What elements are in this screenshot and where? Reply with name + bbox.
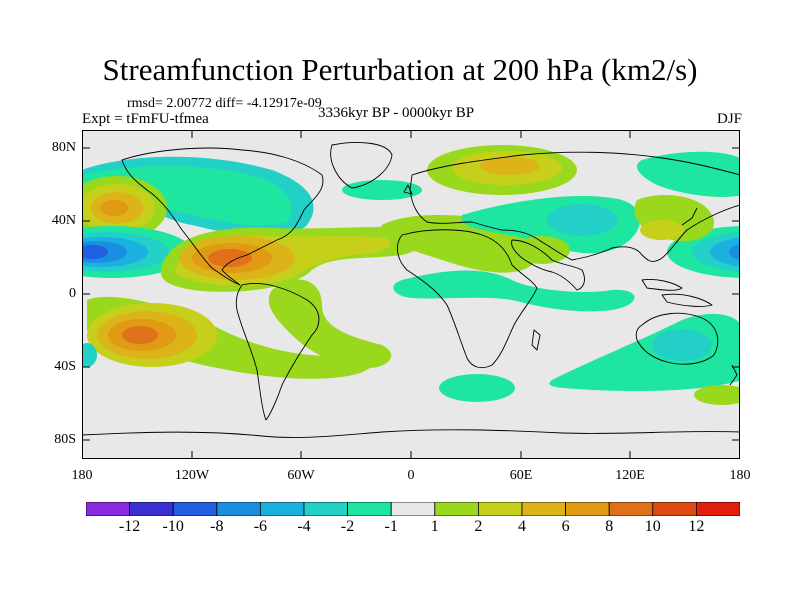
x-tick-label-120e: 120E xyxy=(615,468,645,483)
colorbar-label: -6 xyxy=(253,518,268,535)
colorbar-label: 2 xyxy=(474,518,483,535)
colorbar-swatch xyxy=(521,502,566,516)
axis-ticks xyxy=(82,130,740,459)
y-tick-label-80s: 80S xyxy=(54,432,76,447)
colorbar-swatch xyxy=(652,502,697,516)
season-label: DJF xyxy=(716,111,742,127)
colorbar-label: 1 xyxy=(430,518,439,535)
y-tick-label-40s: 40S xyxy=(54,359,76,374)
y-tick-label-0: 0 xyxy=(69,286,76,301)
x-tick-label-180e: 180 xyxy=(729,468,751,483)
colorbar-label: 10 xyxy=(644,518,661,535)
colorbar-label: -12 xyxy=(118,518,141,535)
colorbar-swatch xyxy=(347,502,392,516)
colorbar-swatch xyxy=(477,502,523,516)
colorbar-swatch xyxy=(565,502,610,516)
colorbar-label: -4 xyxy=(297,518,311,535)
figure-title: Streamfunction Perturbation at 200 hPa (… xyxy=(102,52,698,87)
x-tick-label-60e: 60E xyxy=(509,468,533,483)
stats-label: rmsd= 2.00772 diff= -4.12917e-09 xyxy=(127,96,322,111)
y-tick-label-40n: 40N xyxy=(51,213,76,228)
colorbar-swatch xyxy=(390,502,436,516)
colorbar-swatch xyxy=(608,502,654,516)
period-label: 3336kyr BP - 0000kyr BP xyxy=(318,105,475,121)
colorbar-label: 4 xyxy=(518,518,526,535)
colorbar-swatch xyxy=(696,502,740,516)
map-panel xyxy=(82,130,740,459)
x-tick-label-0: 0 xyxy=(407,468,415,483)
colorbar-swatch xyxy=(303,502,348,516)
x-tick-label-60w: 60W xyxy=(287,468,315,483)
colorbar-swatch xyxy=(434,502,479,516)
colorbar-label: -2 xyxy=(340,518,355,535)
colorbar-label: 8 xyxy=(605,518,614,535)
colorbar-label: 6 xyxy=(561,518,570,535)
map-frame xyxy=(82,130,740,459)
contour-fields xyxy=(82,145,740,405)
colorbar-label: 12 xyxy=(688,518,705,535)
coastlines xyxy=(82,142,740,438)
colorbar-swatch xyxy=(259,502,305,516)
colorbar-swatch xyxy=(86,502,130,516)
experiment-label: Expt = tFmFU-tfmea xyxy=(82,111,209,127)
y-tick-label-80n: 80N xyxy=(51,140,76,155)
colorbar-swatch xyxy=(216,502,261,516)
colorbar-label: -8 xyxy=(210,518,224,535)
colorbar xyxy=(86,502,740,516)
colorbar-label: -1 xyxy=(384,518,398,535)
x-tick-label-180w: 180 xyxy=(71,468,93,483)
colorbar-swatch xyxy=(129,502,174,516)
colorbar-label: -10 xyxy=(162,518,184,535)
map-svg xyxy=(82,130,740,459)
x-tick-label-120w: 120W xyxy=(174,468,210,483)
colorbar-swatch xyxy=(172,502,218,516)
